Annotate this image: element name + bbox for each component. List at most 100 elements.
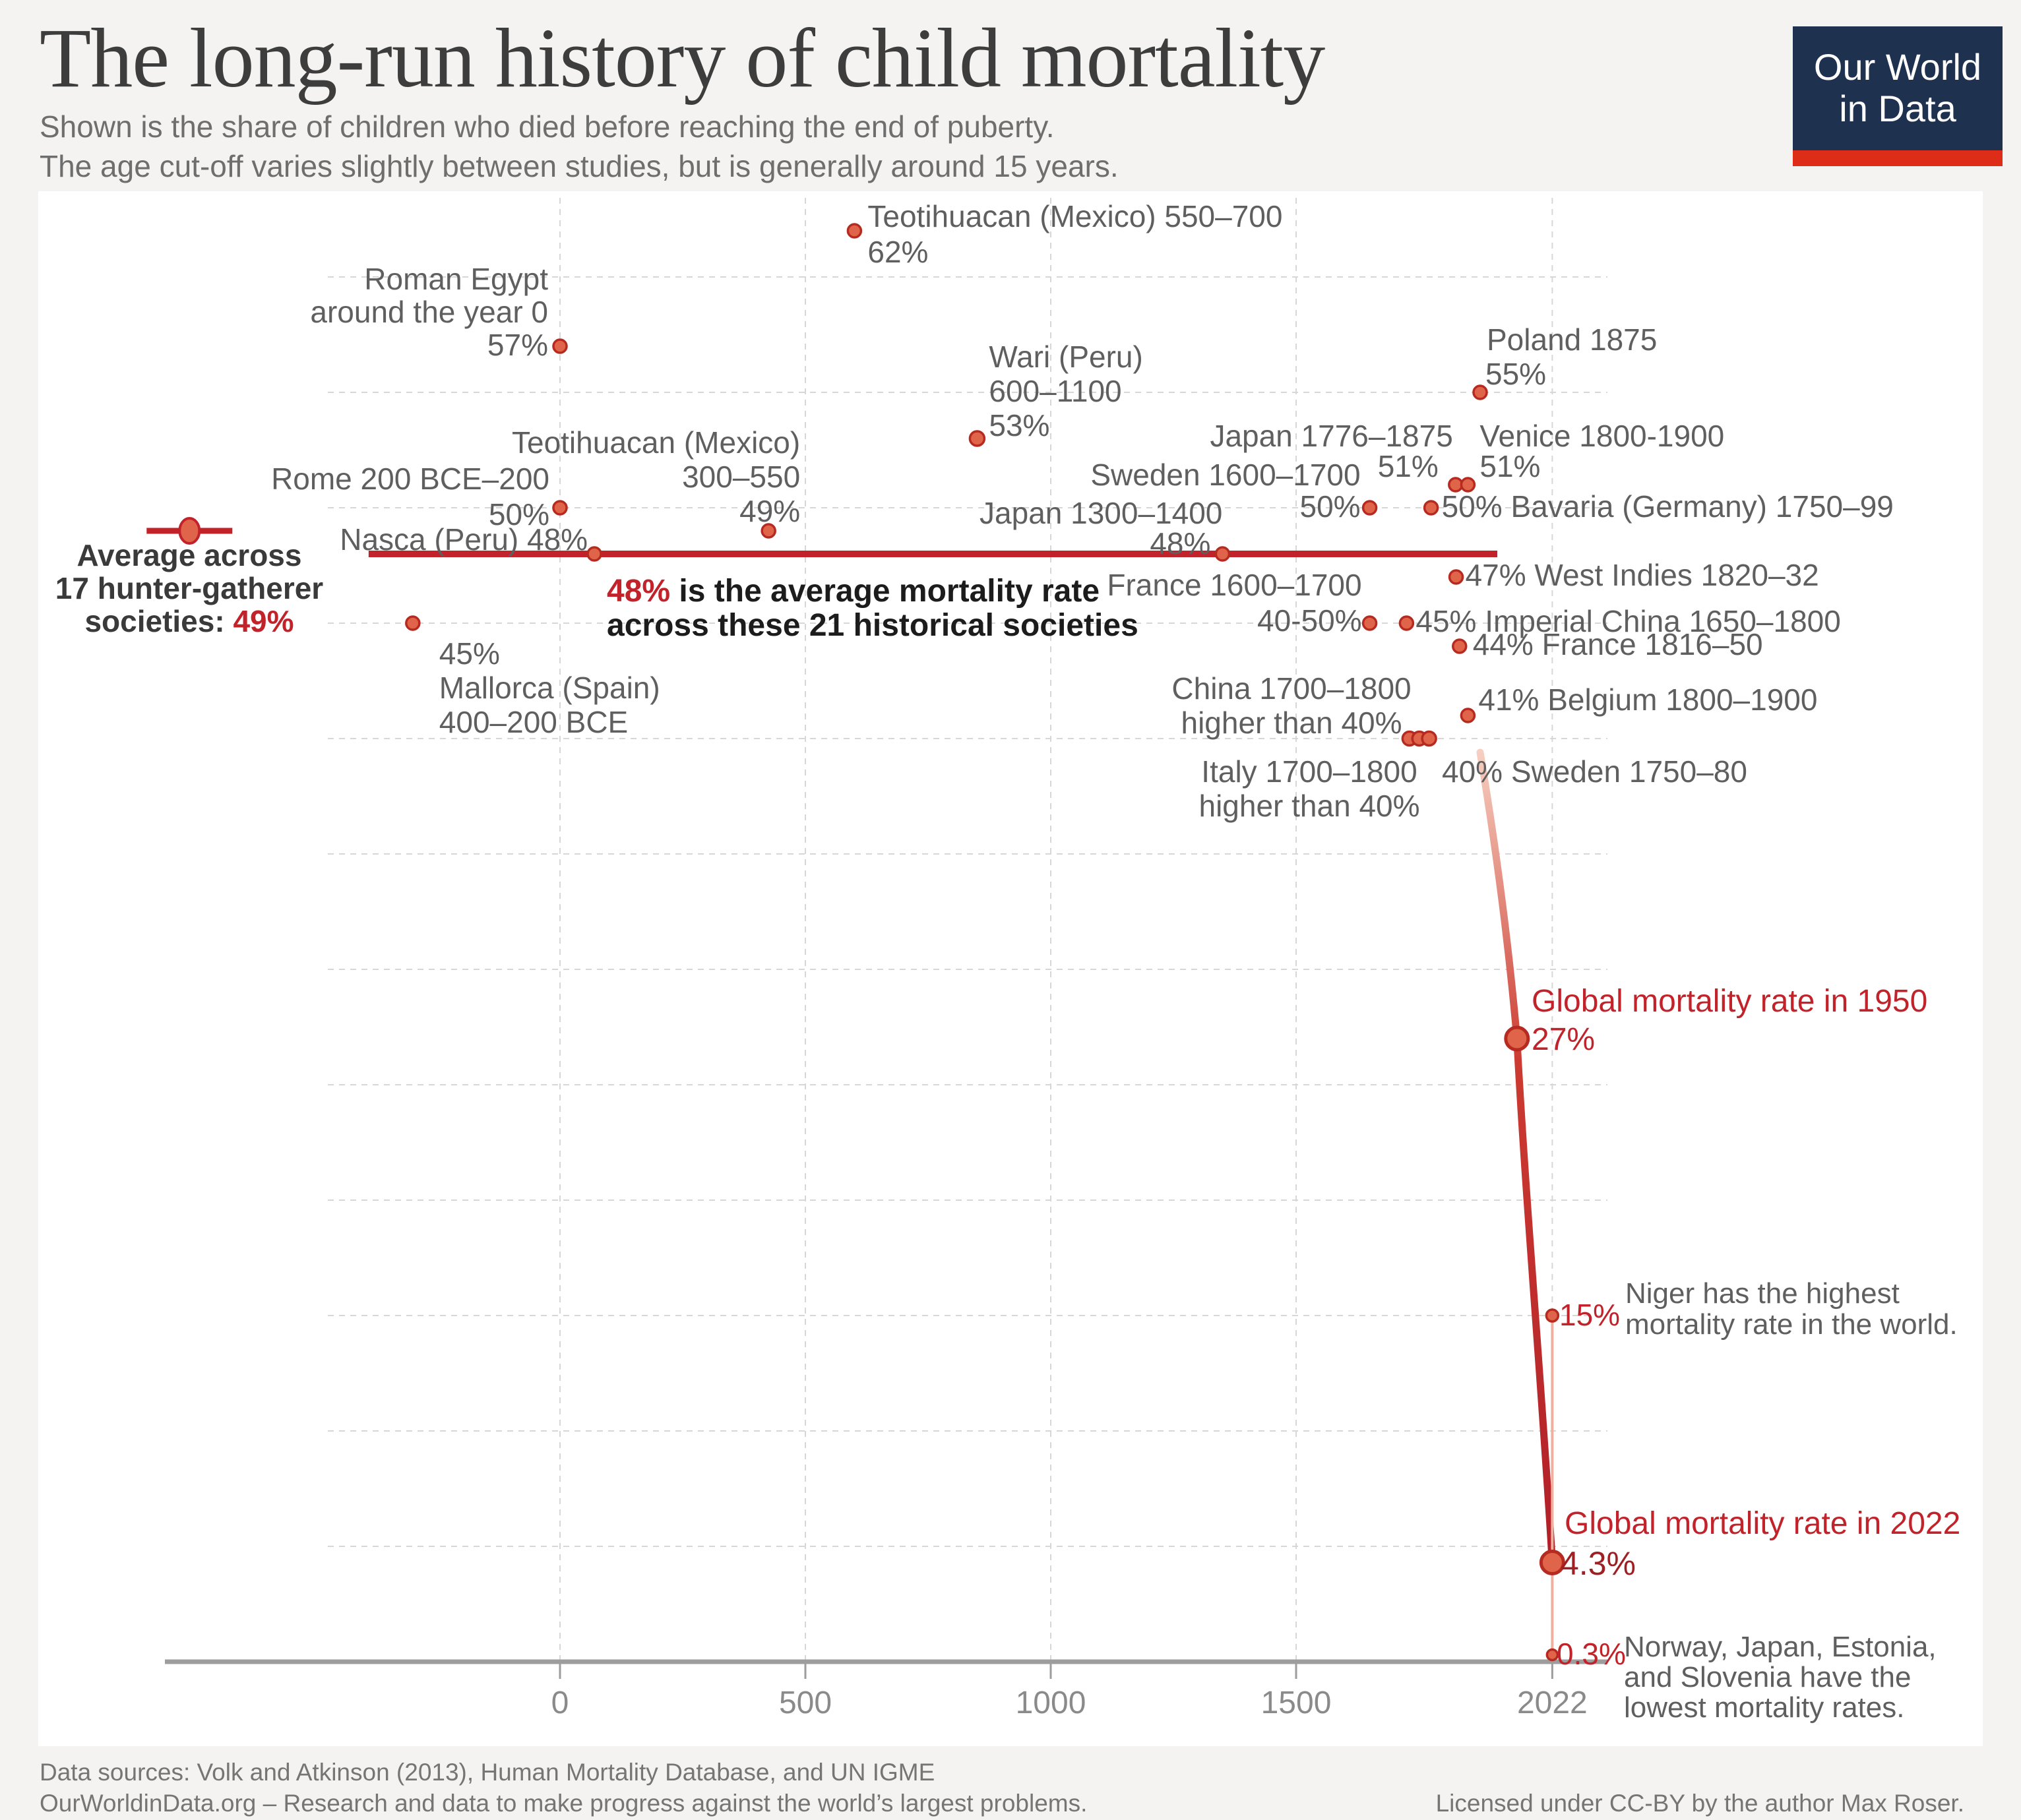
point-label: 400–200 BCE xyxy=(439,705,628,739)
chart-footer: Data sources: Volk and Atkinson (2013), … xyxy=(40,1757,1992,1819)
x-axis: 0 500 1000 1500 2022 xyxy=(165,1659,1607,1720)
data-point-france-1816 xyxy=(1452,638,1468,654)
gridlines xyxy=(328,198,1607,1662)
data-point-imperial-china xyxy=(1398,615,1415,631)
axis-tick-label: 0 xyxy=(551,1685,569,1720)
point-label: 45% Imperial China 1650–1800 xyxy=(1415,604,1840,638)
data-point-nasca xyxy=(586,546,602,562)
point-label: 40-50% xyxy=(1257,603,1362,638)
annotation-average-note: 48% is the average mortality rate xyxy=(607,574,1100,609)
logo-line-2: in Data xyxy=(1839,88,1956,129)
annotation-niger-note: mortality rate in the world. xyxy=(1625,1308,1958,1341)
data-point-west-indies xyxy=(1448,569,1464,585)
global-trend-line xyxy=(1476,748,1556,1566)
point-label: 48% xyxy=(1150,526,1210,561)
point-label: Rome 200 BCE–200 xyxy=(271,462,549,496)
chart-header: The long-run history of child mortality … xyxy=(40,12,1755,184)
point-label: Wari (Peru) xyxy=(989,340,1142,374)
point-label: Teotihuacan (Mexico) xyxy=(512,425,800,460)
point-label: 300–550 xyxy=(682,460,800,494)
annotation-hunter-note: Average across xyxy=(77,538,302,572)
point-label: Japan 1776–1875 xyxy=(1210,419,1452,453)
point-label: Japan 1300–1400 xyxy=(979,496,1222,530)
axis-tick-label: 1500 xyxy=(1261,1685,1332,1720)
data-point-mallorca xyxy=(405,615,421,631)
annotation-italy-note: Italy 1700–1800 xyxy=(1201,754,1417,789)
point-label: 57% xyxy=(487,328,548,362)
point-label: 45% xyxy=(439,636,500,671)
point-label: France 1600–1700 xyxy=(1107,568,1361,602)
subtitle-line-2: The age cut-off varies slightly between … xyxy=(40,149,1119,184)
subtitle-line-1: Shown is the share of children who died … xyxy=(40,109,1055,144)
point-label: 55% xyxy=(1485,357,1546,391)
footer-tagline: OurWorldinData.org – Research and data t… xyxy=(40,1790,1088,1817)
point-label: 50% Bavaria (Germany) 1750–99 xyxy=(1442,489,1894,524)
hunter-gatherer-marker xyxy=(146,517,233,545)
point-label: 41% Belgium 1800–1900 xyxy=(1478,682,1817,717)
annotation-global-1950-note: Global mortality rate in 1950 xyxy=(1532,984,1927,1019)
point-label: 50% xyxy=(1300,489,1361,524)
footer-license: Licensed under CC-BY by the author Max R… xyxy=(1435,1790,1964,1817)
point-label: Nasca (Peru) 48% xyxy=(340,522,588,557)
data-point-poland-1875 xyxy=(1472,384,1488,400)
point-label: Poland 1875 xyxy=(1487,322,1657,357)
footer-sources: Data sources: Volk and Atkinson (2013), … xyxy=(40,1759,935,1786)
annotation-sweden-1750-note: 40% Sweden 1750–80 xyxy=(1442,754,1747,789)
point-label: Roman Egypt xyxy=(364,262,548,296)
data-point-global-1950 xyxy=(1504,1025,1530,1052)
annotation-lowest-note: lowest mortality rates. xyxy=(1624,1691,1904,1724)
data-point-france-1600 xyxy=(1361,615,1378,631)
annotation-average-note: across these 21 historical societies xyxy=(607,608,1138,643)
annotation-hunter-note: 17 hunter-gatherer xyxy=(55,571,324,605)
logo-line-1: Our World xyxy=(1813,46,1982,88)
annotation-hunter-note: societies: 49% xyxy=(84,604,294,638)
point-label: 600–1100 xyxy=(989,374,1121,408)
point-label: Venice 1800-1900 xyxy=(1479,419,1724,453)
data-points xyxy=(405,223,1565,1662)
point-label: 50% xyxy=(489,497,549,531)
annotation-china-note: China 1700–1800 xyxy=(1171,671,1411,706)
data-point-venice xyxy=(1460,477,1476,493)
annotation-china-note: higher than 40% xyxy=(1181,706,1402,740)
point-label: 51% xyxy=(1479,449,1540,483)
annotation-global-2022-pct: 4.3% xyxy=(1561,1545,1636,1582)
data-point-sweden-1600 xyxy=(1361,500,1378,516)
annotation-niger-note: Niger has the highest xyxy=(1625,1277,1900,1310)
point-label: 53% xyxy=(989,408,1049,442)
annotation-niger-pct: 15% xyxy=(1559,1298,1620,1332)
annotation-global-2022-note: Global mortality rate in 2022 xyxy=(1565,1506,1960,1541)
owid-logo: Our World in Data xyxy=(1793,26,2003,166)
annotation-global-1950-note: 27% xyxy=(1532,1022,1595,1057)
point-label: 44% France 1816–50 xyxy=(1473,627,1763,661)
annotation-lowest-note: Norway, Japan, Estonia, xyxy=(1624,1631,1937,1663)
axis-tick-label: 500 xyxy=(779,1685,832,1720)
point-label: Sweden 1600–1700 xyxy=(1090,458,1360,492)
annotation-lowest-pct: 0.3% xyxy=(1557,1637,1626,1671)
annotation-italy-note: higher than 40% xyxy=(1198,789,1419,823)
page-title: The long-run history of child mortality xyxy=(40,11,1325,105)
point-label: around the year 0 xyxy=(310,295,548,329)
point-label: Mallorca (Spain) xyxy=(439,671,660,705)
data-point-wari xyxy=(968,430,986,447)
data-point-japan-1300 xyxy=(1214,546,1231,562)
data-point-lowest-2022 xyxy=(1545,1648,1559,1662)
data-point-sweden-1750 xyxy=(1421,730,1437,747)
point-label: 51% xyxy=(1378,449,1439,483)
axis-tick-label: 1000 xyxy=(1016,1685,1086,1720)
data-point-global-2022 xyxy=(1539,1550,1565,1575)
annotation-lowest-note: and Slovenia have the xyxy=(1624,1661,1911,1693)
point-label: 49% xyxy=(739,494,800,528)
data-point-rome xyxy=(552,500,568,516)
point-label: 47% West Indies 1820–32 xyxy=(1466,558,1819,592)
point-label: 62% xyxy=(867,235,928,269)
data-point-niger-2022 xyxy=(1545,1308,1560,1323)
data-point-teotihuacan-550-700 xyxy=(846,223,863,239)
data-point-teotihuacan-300-550 xyxy=(761,523,776,539)
data-point-roman-egypt xyxy=(552,338,568,354)
point-label: Teotihuacan (Mexico) 550–700 xyxy=(867,199,1282,233)
data-point-belgium xyxy=(1460,708,1476,723)
